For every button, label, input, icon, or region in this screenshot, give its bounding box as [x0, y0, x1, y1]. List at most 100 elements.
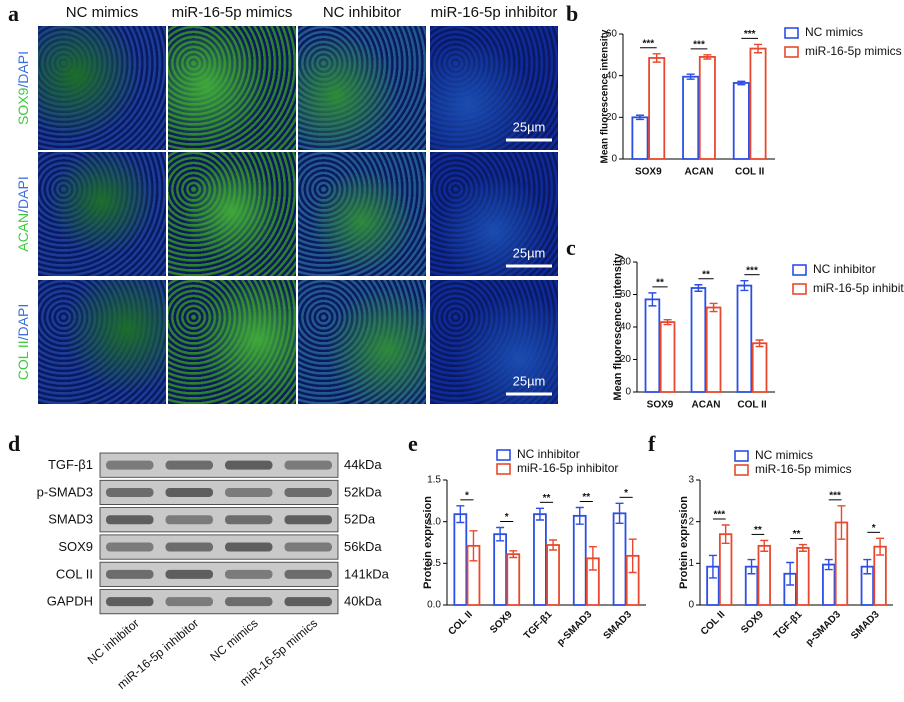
panel-letter: d [8, 431, 20, 456]
error-bar [721, 524, 730, 545]
y-tick-label: 0 [688, 600, 694, 611]
error-bar [837, 505, 846, 540]
blot-band [284, 487, 332, 497]
micrograph [168, 152, 296, 276]
legend-swatch [496, 449, 511, 461]
significance-label: * [872, 523, 876, 534]
blot-band [225, 515, 273, 525]
legend-label: miR-16-5p inhibitor [813, 281, 904, 295]
y-tick-label: 0 [625, 387, 631, 398]
error-bar [535, 507, 544, 521]
y-tick-label: 0.0 [427, 600, 441, 611]
legend-label: NC mimics [805, 25, 863, 39]
y-axis-label: Protein exprssion [678, 496, 690, 589]
bar [612, 512, 627, 606]
y-axis-label: Mean fluorescence intensity [600, 29, 611, 163]
bar [796, 547, 810, 606]
x-tick-label: ACAN [692, 400, 721, 411]
micrograph [168, 280, 296, 404]
bar [572, 514, 587, 606]
row-label: SOX9/DAPI [15, 51, 31, 125]
y-tick-label: 0.5 [427, 558, 441, 569]
significance-label: ** [543, 493, 551, 504]
x-tick-label: COL II [446, 609, 475, 638]
error-bar [635, 114, 644, 121]
column-header: NC inhibitor [323, 4, 401, 21]
x-tick-label: SOX9 [488, 609, 515, 636]
protein-label: TGF-β1 [48, 457, 93, 472]
row-label: ACAN/DAPI [15, 176, 31, 251]
micrograph [298, 26, 426, 150]
error-bar [755, 339, 764, 348]
scale-bar-label: 25µm [513, 245, 546, 260]
legend-swatch [792, 283, 807, 295]
error-bar [496, 526, 505, 542]
error-bar [615, 502, 624, 525]
lane-label: NC inhibitor [85, 616, 142, 667]
column-header: miR-16-5p inhibitor [431, 4, 558, 21]
micrograph [38, 152, 166, 276]
bar [822, 563, 836, 606]
error-bar [628, 538, 637, 574]
error-bar [648, 292, 657, 307]
protein-label: p-SMAD3 [37, 484, 93, 499]
size-label: 56kDa [344, 539, 382, 554]
blot-band [165, 569, 213, 579]
y-tick-label: 60 [606, 29, 618, 40]
micrograph [298, 280, 426, 404]
x-tick-label: COL II [737, 400, 766, 411]
blot-band [284, 569, 332, 579]
bar [690, 287, 707, 393]
significance-label: ** [754, 525, 762, 536]
x-tick-label: p-SMAD3 [555, 609, 595, 649]
error-bar [686, 73, 695, 80]
protein-label: COL II [56, 566, 93, 581]
x-tick-label: SOX9 [647, 400, 674, 411]
blot-band [225, 542, 273, 552]
x-tick-label: SMAD3 [602, 609, 635, 642]
blot-band [106, 460, 154, 470]
blot-band [165, 542, 213, 552]
marker-label: SOX9 [15, 87, 31, 125]
significance-label: * [505, 512, 509, 523]
marker-label: ACAN [15, 213, 31, 252]
significance-label: *** [693, 39, 705, 50]
bar [751, 342, 768, 393]
blot-band [165, 597, 213, 607]
error-bar [663, 318, 672, 326]
error-bar [549, 539, 558, 551]
x-tick-label: COL II [735, 167, 764, 178]
legend-swatch [734, 450, 749, 462]
micrograph [430, 26, 558, 150]
x-tick-label: TGF-β1 [772, 609, 805, 642]
bar [682, 75, 700, 160]
y-tick-label: 1.5 [427, 475, 441, 486]
y-tick-label: 40 [620, 322, 632, 333]
blot-band [106, 542, 154, 552]
error-bar [863, 558, 872, 575]
error-bar [509, 550, 518, 559]
y-tick-label: 3 [688, 475, 694, 486]
error-bar [708, 554, 717, 579]
blot-band [225, 487, 273, 497]
micrograph [430, 280, 558, 404]
y-tick-label: 0 [611, 154, 617, 165]
x-tick-label: SMAD3 [849, 609, 882, 642]
size-label: 52Da [344, 512, 376, 527]
y-tick-label: 80 [620, 257, 632, 268]
legend-label: miR-16-5p inhibitor [517, 461, 618, 475]
micrograph [38, 280, 166, 404]
bar [631, 116, 649, 160]
micrograph [298, 152, 426, 276]
significance-label: *** [829, 490, 841, 501]
legend-label: NC inhibitor [813, 262, 876, 276]
error-bar [786, 561, 795, 586]
panel-letter: f [648, 431, 656, 456]
error-bar [652, 53, 661, 63]
bar [718, 533, 733, 606]
bar [757, 544, 771, 606]
y-tick-label: 1.0 [427, 516, 441, 527]
blot-band [106, 569, 154, 579]
error-bar [760, 539, 769, 552]
error-bar [709, 302, 718, 313]
